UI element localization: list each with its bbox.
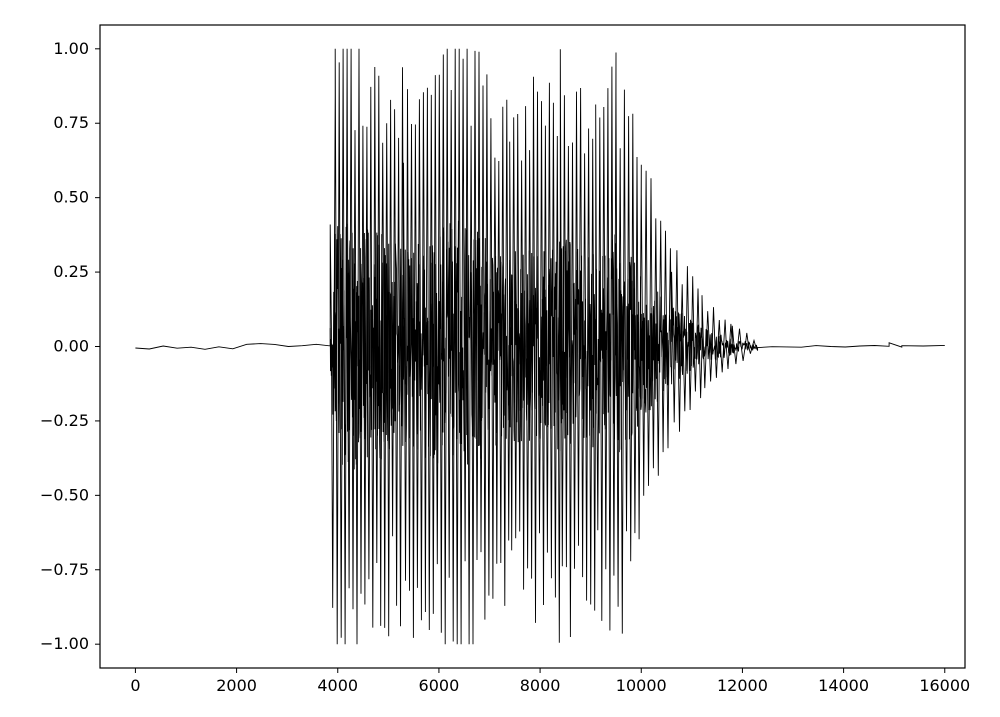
x-axis: 0 2000 4000 6000 8000 10000 12000 14000 16000 (130, 668, 970, 695)
y-tick-label: 1.00 (53, 39, 89, 58)
x-tick-label: 4000 (317, 676, 358, 695)
y-tick-label: 0.25 (53, 262, 89, 281)
y-tick-label: −0.50 (40, 485, 89, 504)
x-tick-label: 12000 (717, 676, 768, 695)
x-tick-label: 6000 (419, 676, 460, 695)
y-tick-label: 0.75 (53, 113, 89, 132)
waveform-chart: 0 2000 4000 6000 8000 10000 12000 14000 16000 −1.… (0, 0, 1000, 717)
y-axis: −1.00 −0.75 −0.50 −0.25 0.00 0.25 0.50 0.75 1.00 (40, 39, 100, 653)
x-tick-label: 14000 (818, 676, 869, 695)
y-tick-label: −0.75 (40, 560, 89, 579)
y-tick-label: −0.25 (40, 411, 89, 430)
x-tick-label: 0 (130, 676, 140, 695)
y-tick-label: 0.50 (53, 188, 89, 207)
y-tick-label: 0.00 (53, 337, 89, 356)
y-tick-label: −1.00 (40, 634, 89, 653)
x-tick-label: 16000 (919, 676, 970, 695)
chart-svg: 0 2000 4000 6000 8000 10000 12000 14000 16000 −1.… (0, 0, 1000, 717)
x-tick-label: 2000 (216, 676, 257, 695)
x-tick-label: 8000 (520, 676, 561, 695)
x-tick-label: 10000 (616, 676, 667, 695)
